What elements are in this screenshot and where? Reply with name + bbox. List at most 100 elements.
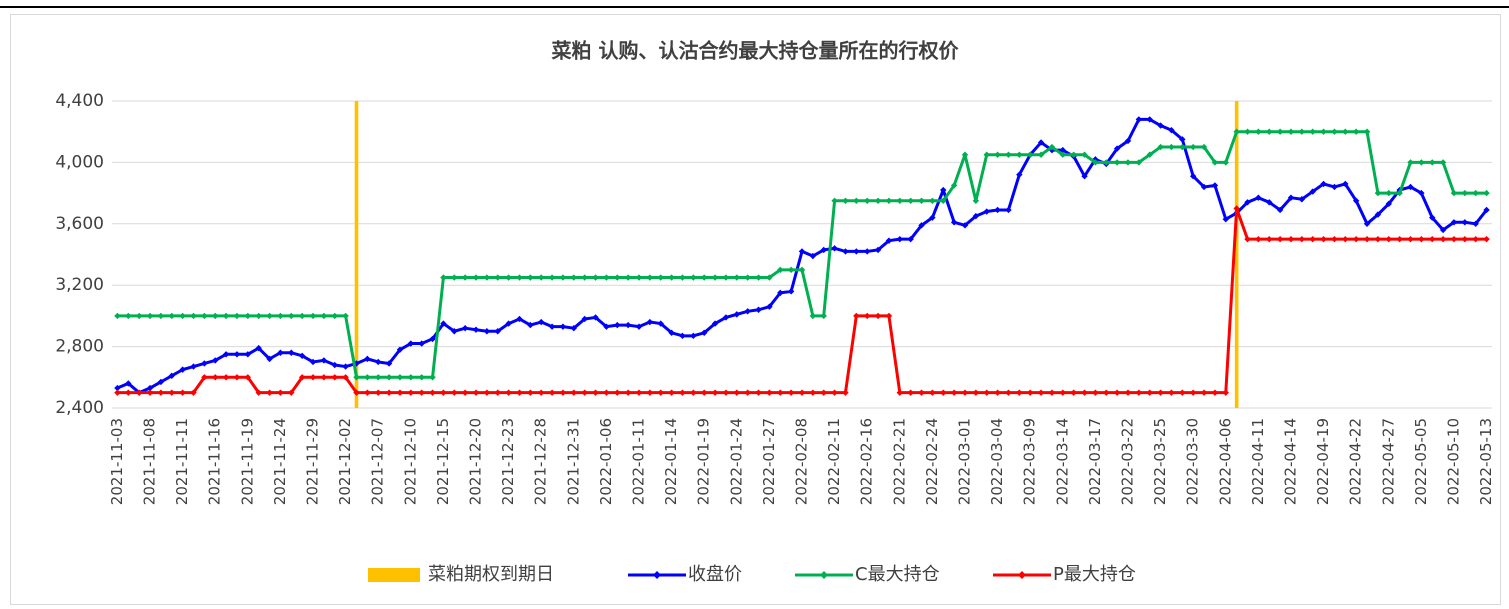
data-point [1374,211,1382,218]
data-point [1059,389,1066,396]
data-point [950,182,958,189]
data-point [298,352,306,360]
data-point [277,312,284,320]
data-point [1266,128,1273,135]
data-point [690,332,697,340]
data-point [146,312,154,320]
data-point [114,384,121,392]
data-point [581,315,588,323]
data-point [570,324,578,332]
data-point [157,389,165,396]
data-point [668,389,675,396]
data-point [1005,389,1012,396]
data-point [125,380,132,387]
data-point [1157,143,1164,151]
data-point [907,197,914,204]
data-point [1385,200,1392,208]
data-point [1168,143,1175,151]
data-point [983,389,990,396]
x-tick-label: 2022-01-06 [597,418,615,505]
data-point [798,266,806,274]
data-point [190,363,197,370]
data-point [1320,235,1327,243]
data-point [592,274,599,281]
data-point [157,312,165,320]
data-point [603,274,610,281]
data-point [1309,235,1316,243]
y-tick-label: 2,800 [55,337,104,357]
data-point [1298,196,1306,203]
data-point [635,274,643,281]
data-point [1081,151,1088,158]
data-point [364,355,371,363]
data-point [483,274,491,281]
data-point [1407,159,1414,166]
data-point [1396,189,1403,197]
data-point [657,274,664,281]
data-point [853,248,860,255]
data-point [168,389,175,396]
y-tick-label: 3,600 [55,214,104,234]
data-point [375,358,382,366]
x-tick-label: 2021-12-20 [467,418,485,505]
data-point [255,312,262,320]
data-point [451,328,458,335]
data-point [1287,235,1295,243]
data-point [1309,188,1316,195]
data-point [755,389,762,396]
x-tick-label: 2021-12-02 [336,418,354,505]
data-point [874,246,882,254]
data-point [494,274,501,281]
data-point [1135,389,1143,396]
data-point [385,360,393,367]
data-point [1450,235,1458,243]
data-point [1276,128,1284,135]
data-point [505,389,512,396]
data-point [146,389,154,396]
data-point [494,328,501,335]
data-point [342,312,349,320]
data-point [320,374,328,381]
data-point [1070,151,1077,158]
data-point [1266,235,1273,243]
data-point [755,274,762,281]
x-tick-label: 2022-05-13 [1477,418,1495,505]
data-point [1439,159,1447,166]
data-point [592,314,599,321]
chart-title: 菜粕 认购、认沽合约最大持仓量所在的行权价 [551,39,960,63]
x-tick-label: 2022-03-17 [1086,418,1104,505]
data-point [505,274,512,281]
data-point [1331,235,1338,243]
data-point [212,312,219,320]
data-point [277,349,284,356]
data-point [635,323,643,330]
data-point [918,197,925,204]
legend-swatch [368,568,420,582]
y-tick-label: 2,400 [55,398,104,418]
data-point [787,288,795,295]
data-point [146,384,154,392]
x-tick-label: 2021-11-29 [304,418,322,505]
data-point [385,374,393,381]
data-point [1168,126,1175,134]
data-point [820,312,827,320]
data-point [744,274,751,281]
data-point [1189,143,1197,151]
data-point [1244,199,1251,206]
data-point [733,274,741,281]
data-point [461,389,469,396]
data-point [1048,143,1056,151]
data-point [614,321,621,329]
legend-label: 菜粕期权到期日 [428,564,554,585]
data-point [592,389,599,396]
x-tick-label: 2022-03-01 [955,418,973,505]
data-point [994,206,1001,214]
data-point [179,366,186,373]
data-point [701,329,708,336]
data-point [885,237,893,244]
data-point [1037,139,1045,146]
legend-marker [653,571,661,579]
data-point [1016,151,1023,158]
y-tick-label: 4,000 [55,152,104,172]
data-point [342,374,349,381]
